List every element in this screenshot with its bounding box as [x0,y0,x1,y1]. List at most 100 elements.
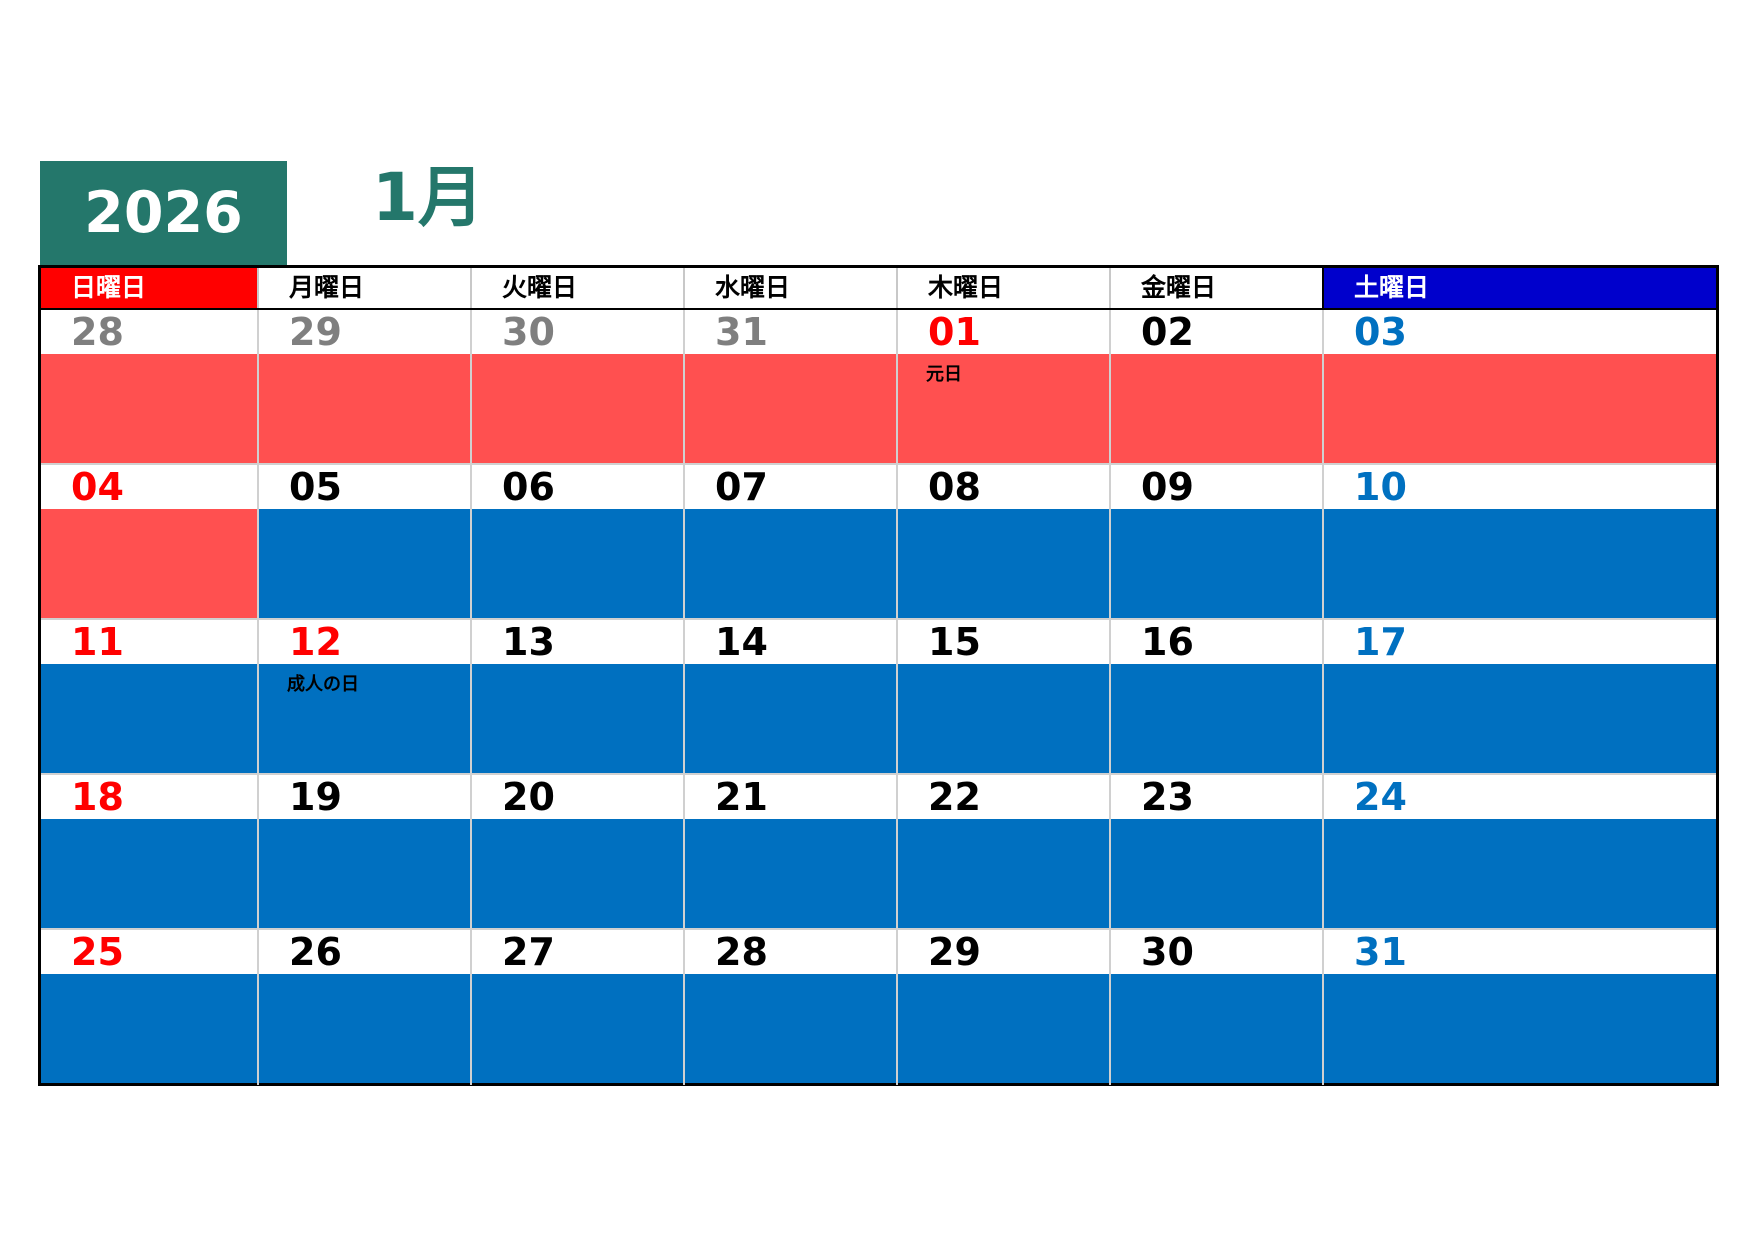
holiday-note: 成人の日 [287,674,359,695]
day-memo-area[interactable] [685,509,896,618]
day-memo-area[interactable] [1324,974,1716,1083]
row-divider [259,463,470,465]
day-number-area: 21 [685,775,896,819]
day-memo-area[interactable] [259,974,470,1083]
day-number: 23 [1141,775,1194,819]
day-number-area: 18 [41,775,257,819]
day-memo-area[interactable] [472,354,683,463]
day-cell[interactable]: 12 成人の日 [257,620,470,775]
day-number: 07 [715,465,768,509]
weekday-header-4: 木曜日 [896,268,1109,308]
day-memo-area[interactable] [41,664,257,773]
day-memo-area[interactable]: 元日 [898,354,1109,463]
day-memo-area[interactable] [1111,509,1322,618]
day-number: 09 [1141,465,1194,509]
weekday-header-row: 日曜日 月曜日 火曜日 水曜日 木曜日 金曜日 土曜日 [41,268,1716,310]
day-cell[interactable]: 29 [896,930,1109,1085]
day-cell[interactable]: 16 [1109,620,1322,775]
day-cell[interactable]: 31 [1322,930,1716,1085]
row-divider [41,773,257,775]
day-cell[interactable]: 10 [1322,465,1716,620]
day-memo-area[interactable] [41,974,257,1083]
day-number: 27 [502,930,555,974]
day-cell[interactable]: 24 [1322,775,1716,930]
day-memo-area[interactable] [685,354,896,463]
day-cell[interactable]: 06 [470,465,683,620]
day-memo-area[interactable] [472,509,683,618]
day-number-area: 11 [41,620,257,664]
day-cell[interactable]: 07 [683,465,896,620]
day-cell[interactable]: 14 [683,620,896,775]
day-number-area: 23 [1111,775,1322,819]
day-cell[interactable]: 30 [1109,930,1322,1085]
day-memo-area[interactable] [1324,354,1716,463]
day-memo-area[interactable] [472,974,683,1083]
day-memo-area[interactable] [1111,664,1322,773]
row-divider [472,773,683,775]
day-cell[interactable]: 17 [1322,620,1716,775]
day-cell[interactable]: 31 [683,310,896,465]
day-memo-area[interactable] [1324,509,1716,618]
day-memo-area[interactable] [259,819,470,928]
day-memo-area[interactable] [472,664,683,773]
day-cell[interactable]: 09 [1109,465,1322,620]
day-number: 04 [71,465,124,509]
day-memo-area[interactable] [898,819,1109,928]
day-memo-area[interactable] [41,819,257,928]
day-number-area: 29 [259,310,470,354]
day-memo-area[interactable] [898,664,1109,773]
day-cell[interactable]: 23 [1109,775,1322,930]
day-cell[interactable]: 15 [896,620,1109,775]
day-number: 05 [289,465,342,509]
day-memo-area[interactable] [685,819,896,928]
day-memo-area[interactable] [898,509,1109,618]
day-memo-area[interactable] [1324,819,1716,928]
day-cell[interactable]: 28 [41,310,257,465]
day-number-area: 27 [472,930,683,974]
day-cell[interactable]: 21 [683,775,896,930]
day-memo-area[interactable] [1111,974,1322,1083]
day-cell[interactable]: 22 [896,775,1109,930]
day-memo-area[interactable] [259,354,470,463]
day-cell[interactable]: 04 [41,465,257,620]
day-number-area: 20 [472,775,683,819]
day-number-area: 04 [41,465,257,509]
day-cell[interactable]: 11 [41,620,257,775]
day-memo-area[interactable] [472,819,683,928]
day-cell[interactable]: 05 [257,465,470,620]
row-divider [685,928,896,930]
row-divider [685,463,896,465]
row-divider [41,928,257,930]
day-number-area: 17 [1324,620,1716,664]
day-cell[interactable]: 30 [470,310,683,465]
day-number: 01 [928,310,981,354]
day-cell[interactable]: 19 [257,775,470,930]
day-memo-area[interactable] [259,509,470,618]
day-memo-area[interactable] [685,974,896,1083]
day-memo-area[interactable] [898,974,1109,1083]
month-title: 1月 [372,159,484,236]
day-number-area: 01 [898,310,1109,354]
day-cell[interactable]: 03 [1322,310,1716,465]
day-memo-area[interactable] [1111,354,1322,463]
day-memo-area[interactable] [1111,819,1322,928]
day-cell[interactable]: 29 [257,310,470,465]
day-cell[interactable]: 18 [41,775,257,930]
day-cell[interactable]: 28 [683,930,896,1085]
day-cell[interactable]: 20 [470,775,683,930]
day-memo-area[interactable] [1324,664,1716,773]
day-cell[interactable]: 02 [1109,310,1322,465]
day-cell[interactable]: 25 [41,930,257,1085]
row-divider [1324,773,1716,775]
day-cell[interactable]: 08 [896,465,1109,620]
day-memo-area[interactable] [41,509,257,618]
day-memo-area[interactable] [685,664,896,773]
day-memo-area[interactable]: 成人の日 [259,664,470,773]
day-memo-area[interactable] [41,354,257,463]
day-number: 17 [1354,620,1407,664]
day-cell[interactable]: 26 [257,930,470,1085]
day-cell[interactable]: 13 [470,620,683,775]
row-divider [685,618,896,620]
day-cell[interactable]: 01 元日 [896,310,1109,465]
day-cell[interactable]: 27 [470,930,683,1085]
